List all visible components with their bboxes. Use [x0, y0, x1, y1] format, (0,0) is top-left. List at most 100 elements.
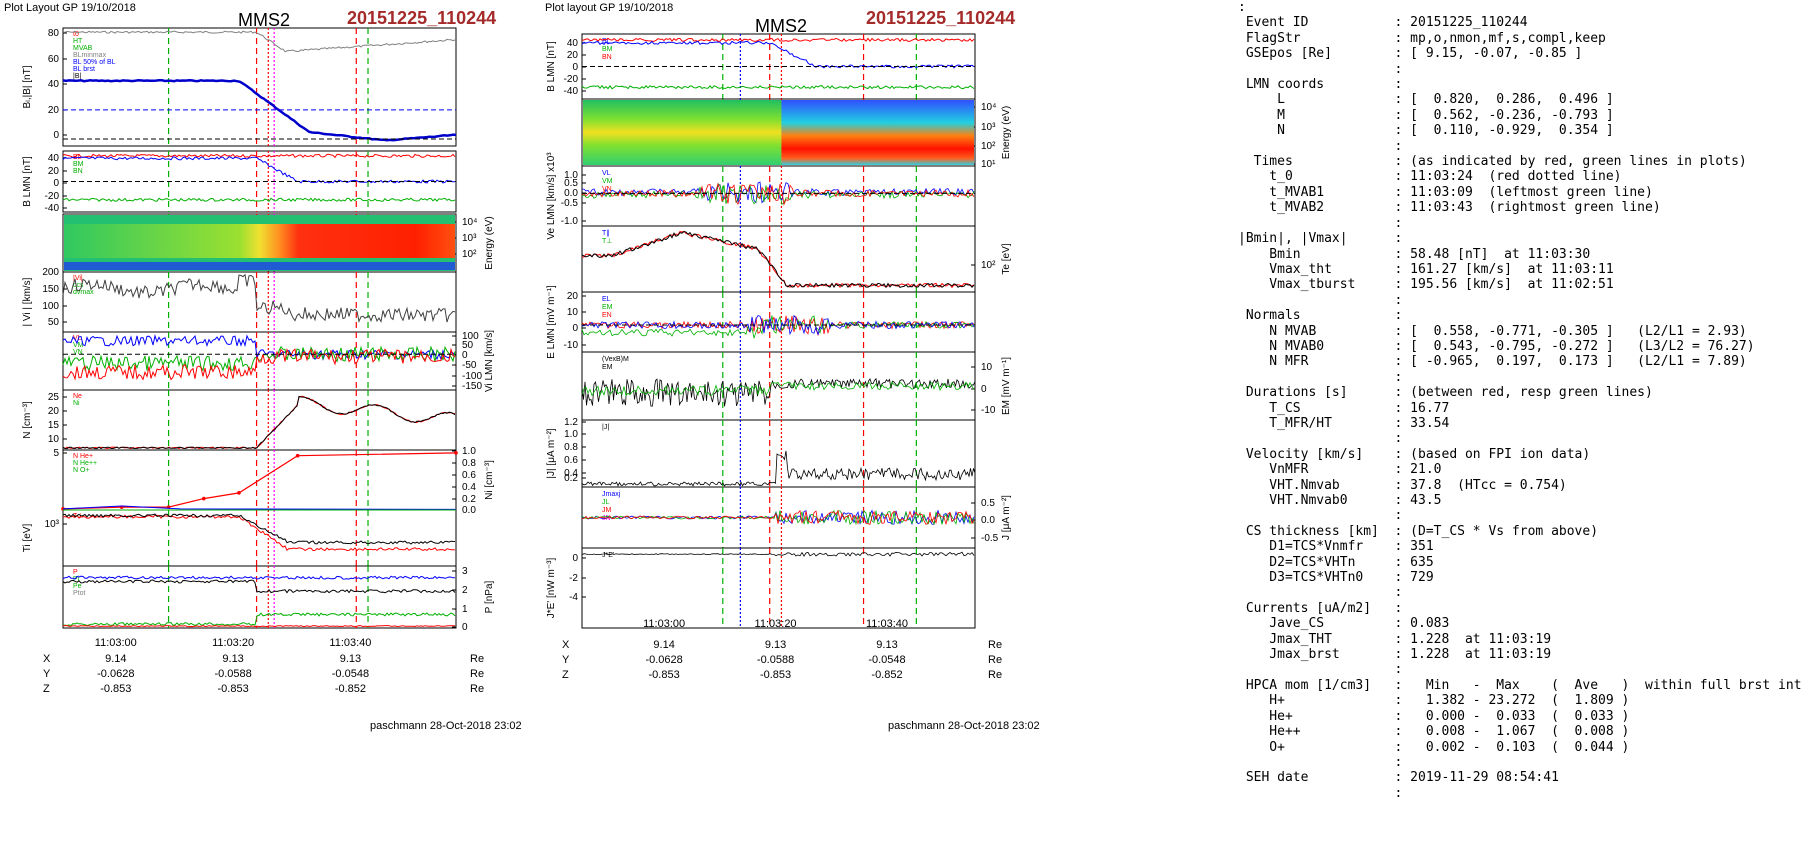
- y-tick-label: 1: [462, 604, 468, 615]
- he2plus-point: [295, 453, 300, 458]
- legend-entry: t0: [73, 31, 79, 38]
- summary-line: He++ : 0.008 - 1.067 ( 0.008 ): [1238, 724, 1630, 740]
- y-tick-label: 0.4: [462, 482, 476, 493]
- y-tick-label: -50: [462, 360, 477, 371]
- legend-entry: N O+: [73, 467, 90, 474]
- legend-entry: JM: [602, 507, 612, 514]
- time-tick-label: 11:03:20: [755, 618, 797, 630]
- y-axis-label: |J| [μA m⁻²]: [546, 428, 557, 478]
- y-tick-label: 10³: [462, 233, 477, 244]
- left-footer: paschmann 28-Oct-2018 23:02: [370, 720, 522, 732]
- legend-entry: VM: [73, 342, 84, 349]
- summary-line: N MVAB0 : [ 0.543, -0.795, -0.272 ] (L3/…: [1238, 338, 1755, 354]
- series-ni: [62, 395, 456, 450]
- summary-line: T_MFR/HT : 33.54: [1238, 415, 1450, 431]
- y-axis-label: J*E' [nW m⁻³]: [546, 558, 557, 619]
- summary-line: GSEpos [Re] : [ 9.15, -0.07, -0.85 ]: [1238, 46, 1583, 62]
- legend-entry: BM: [73, 161, 84, 168]
- series-bl-lmn: [62, 153, 456, 159]
- legend-entry: BL 50% of BL: [73, 59, 116, 66]
- coord-value: -0.0628: [97, 668, 134, 680]
- y-tick-label: 0: [572, 553, 578, 564]
- he2plus-point: [201, 496, 206, 501]
- series-vm: [62, 345, 456, 372]
- summary-line: HPCA mom [1/cm3] : Min - Max ( Ave ) wit…: [1238, 677, 1802, 693]
- legend-entry: N He+: [73, 453, 93, 460]
- y-tick-label: 0.0: [981, 515, 995, 526]
- coord-value: 9.14: [653, 639, 674, 651]
- legend-entry: P: [73, 569, 78, 576]
- coord-value: -0.852: [871, 669, 902, 681]
- y-tick-label: 40: [567, 38, 579, 49]
- y-tick-label: 10²: [462, 249, 477, 260]
- legend-entry: EL: [602, 296, 611, 303]
- y-axis-label: B LMN [nT]: [22, 156, 33, 207]
- summary-line: T_CS : 16.77: [1238, 400, 1450, 416]
- summary-line: O+ : 0.002 - 0.103 ( 0.044 ): [1238, 739, 1630, 755]
- y-tick-label: 0.2: [564, 473, 578, 484]
- coord-value: -0.0548: [868, 654, 905, 666]
- coord-label: Z: [43, 683, 50, 695]
- legend-entry: ccs: [73, 282, 84, 289]
- y-axis-label: N [cm⁻³]: [22, 401, 33, 439]
- y-tick-label: 1.0: [564, 429, 578, 440]
- series-j-n: [581, 509, 975, 526]
- y-tick-label: 80: [48, 28, 60, 39]
- summary-line: N MVAB : [ 0.558, -0.771, -0.305 ] (L2/L…: [1238, 323, 1747, 339]
- y-tick-label: 60: [48, 54, 60, 65]
- y-tick-label: 20: [567, 291, 579, 302]
- coord-value: 9.13: [876, 639, 897, 651]
- y-tick-label: -0.5: [561, 198, 579, 209]
- y-axis-label: Ni [cm⁻³]: [484, 460, 495, 500]
- summary-line: Jmax_THT : 1.228 at 11:03:19: [1238, 631, 1552, 647]
- y-tick-label: 15: [48, 420, 60, 431]
- y-tick-label: 20: [48, 105, 60, 116]
- y-tick-label: 100: [42, 301, 59, 312]
- summary-line: Bmin : 58.48 [nT] at 11:03:30: [1238, 246, 1591, 262]
- spectrogram-low-energy: [64, 262, 455, 270]
- y-tick-label: 0.5: [564, 178, 578, 189]
- y-axis-label: Energy (eV): [1001, 106, 1012, 159]
- summary-line: Velocity [km/s] : (based on FPI ion data…: [1238, 446, 1591, 462]
- y-tick-label: 0: [462, 350, 468, 361]
- series-ve-n: [581, 182, 975, 206]
- y-tick-label: -10: [981, 405, 996, 416]
- time-tick-label: 11:03:20: [212, 637, 254, 649]
- coord-unit: Re: [988, 654, 1002, 666]
- y-tick-label: 50: [462, 340, 474, 351]
- legend-entry: VL: [602, 170, 611, 177]
- electron-spectrogram-right: [781, 100, 974, 165]
- summary-line: :: [1238, 431, 1403, 447]
- series-ti-par: [62, 514, 456, 552]
- legend-entry: dvmax: [73, 289, 94, 296]
- coord-label: Z: [562, 669, 569, 681]
- y-tick-label: 0: [462, 622, 468, 633]
- y-tick-label: 1.0: [564, 170, 578, 181]
- panel-frame: [62, 27, 457, 147]
- y-axis-label: E LMN [mV m⁻¹]: [546, 285, 557, 359]
- summary-line: Jmax_brst : 1.228 at 11:03:19: [1238, 647, 1552, 663]
- series-jabs: [581, 450, 976, 487]
- summary-line: VHT.Nmvab0 : 43.5: [1238, 493, 1442, 508]
- summary-line: M : [ 0.562, -0.236, -0.793 ]: [1238, 107, 1614, 123]
- middle-page-header: Plot layout GP 19/10/2018: [545, 2, 674, 14]
- y-tick-label: 0: [53, 178, 59, 189]
- legend-entry: BL: [602, 38, 611, 45]
- legend-entry: BL brst: [73, 66, 95, 73]
- he2plus-point: [237, 491, 241, 495]
- coord-label: X: [562, 639, 570, 651]
- y-tick-label: 150: [42, 284, 59, 295]
- series-vi-abs: [62, 273, 456, 324]
- coord-unit: Re: [470, 653, 484, 665]
- time-tick-label: 11:03:40: [329, 637, 371, 649]
- legend-entry: J*E': [602, 552, 614, 559]
- electron-spectrogram-left: [583, 100, 782, 165]
- summary-line: Vmax_tht : 161.27 [km/s] at 11:03:11: [1238, 261, 1614, 277]
- series-e-n: [581, 314, 975, 336]
- legend-entry: HT: [73, 38, 83, 45]
- y-axis-label: Te [eV]: [1001, 243, 1012, 274]
- y-axis-label: EM [mV m⁻¹]: [1001, 357, 1012, 415]
- y-axis-label: P [nPa]: [484, 580, 495, 613]
- coord-value: -0.0548: [332, 668, 369, 680]
